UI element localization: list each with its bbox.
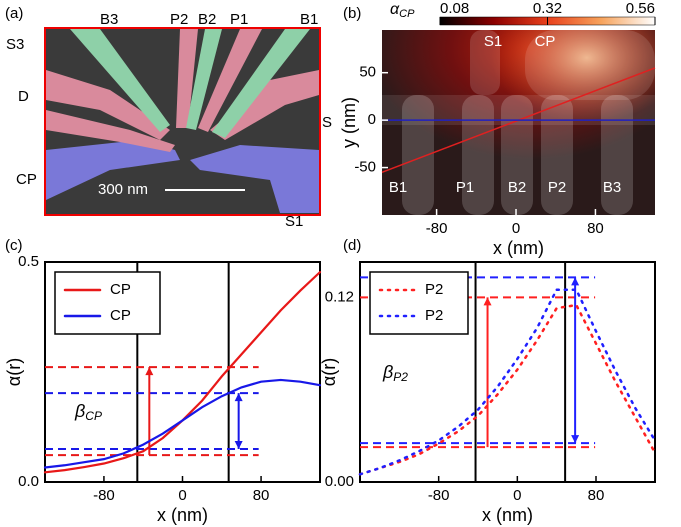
arrow-head [234,393,243,402]
legend-label: CP [110,307,131,324]
x-tick-label: -80 [426,220,448,237]
legend-label: P2 [425,307,443,324]
y-tick-label: -50 [354,159,376,176]
panel-label: (d) [343,237,361,254]
gate-pink [46,70,170,140]
scale-bar-label: 300 nm [98,181,148,198]
series-line [358,303,657,476]
gate-outline [601,95,633,215]
annotation-symbol: β [382,362,393,382]
gate-label: B1 [389,179,407,196]
gate-pink [46,110,175,152]
gate-blue [46,140,180,200]
gate-label: B3 [603,179,621,196]
arrow-head [145,367,154,376]
legend-box [54,271,161,335]
legend-box [369,271,469,335]
y-axis-label: y (nm) [339,97,359,148]
y-tick-label: 0.5 [18,253,39,270]
image-label: S1 [285,213,303,230]
panel-label: (a) [5,5,23,22]
gate-green [212,29,310,138]
arrow-head [571,277,580,286]
y-tick-label: 0.0 [18,473,39,490]
heatmap-glow [382,30,655,215]
image-label: B2 [198,11,216,28]
series-line [43,378,322,469]
gate-label: P1 [456,179,474,196]
colorbar-tick-label: 0.56 [626,0,655,17]
arrow-head [483,297,492,306]
annotation: βP2 [382,362,408,384]
annotation: βCP [74,401,102,423]
gate-outline [402,95,434,215]
gate-label: B2 [508,179,526,196]
gate-outline [470,30,500,95]
colorbar-title: αCP [390,1,415,20]
gate-outline [501,95,533,215]
gate-green [186,29,222,130]
y-tick-label: 50 [359,64,376,81]
image-label: D [18,88,29,105]
image-label: P2 [170,11,188,28]
annotation-symbol: β [74,401,85,421]
x-tick-label: 0 [512,220,520,237]
panel-label: (b) [343,5,361,22]
gate-pink [198,29,262,132]
image-label: S [322,114,332,131]
image-label: P1 [230,11,248,28]
x-axis-label: x (nm) [157,505,208,525]
image-label: S3 [6,36,24,53]
gate-green [70,29,170,132]
gate-blue [190,145,319,213]
x-axis-label: x (nm) [482,505,533,525]
gate-pink [176,29,198,128]
x-tick-label: 0 [513,487,521,504]
x-tick-label: -80 [428,487,450,504]
gate-outline [462,95,494,215]
y-tick-label: 0 [368,111,376,128]
gate-label: P2 [548,179,566,196]
x-tick-label: -80 [93,487,115,504]
gate-label: S1 [484,33,502,50]
image-label: B3 [100,11,118,28]
y-axis-label: α(r) [319,358,339,386]
x-tick-label: 80 [253,487,270,504]
gate-label: CP [535,33,556,50]
legend-label: CP [110,281,131,298]
gate-outline [541,95,573,215]
arrow-head [234,441,243,449]
x-axis-label: x (nm) [493,238,544,258]
sem-image: 300 nm (a) B3 P2 B2 P1 B1 S3 D S CP S1 [5,5,332,230]
annotation-subscript: P2 [393,370,408,384]
legend-label: P2 [425,281,443,298]
y-tick-label: 0.12 [325,288,354,305]
series-line [358,288,657,476]
gate-pink [210,70,319,140]
colorbar-tick-label: 0.08 [440,0,469,17]
gate-outline [525,30,655,100]
colorbar-subscript: CP [399,8,415,20]
colorbar-symbol: α [390,1,400,18]
panel-label: (c) [5,237,23,254]
x-tick-label: 80 [587,220,604,237]
y-axis-label: α(r) [4,358,24,386]
plot-frame [359,261,656,483]
arrow-head [571,435,580,444]
x-tick-label: 80 [588,487,605,504]
colorbar-tick-label: 0.32 [533,0,562,17]
annotation-subscript: CP [85,409,102,423]
x-tick-label: 0 [178,487,186,504]
image-label: B1 [300,11,318,28]
y-tick-label: 0.00 [325,473,354,490]
image-label: CP [16,171,37,188]
